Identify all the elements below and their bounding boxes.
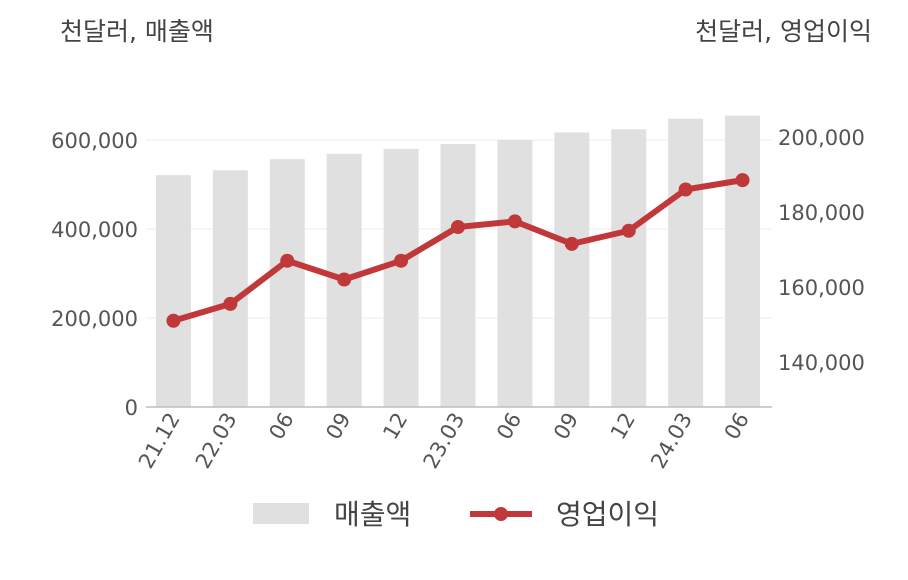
left-tick-label: 600,000	[51, 129, 138, 153]
x-tick-label: 24.03	[646, 409, 697, 473]
bar-매출액	[668, 118, 704, 407]
bar-매출액	[611, 129, 647, 407]
legend-label-bar: 매출액	[334, 498, 411, 531]
x-tick-label: 21.12	[134, 409, 185, 473]
right-axis-unit: 천달러, 영업이익	[695, 17, 872, 46]
x-tick-label: 23.03	[418, 409, 469, 473]
left-tick-label: 400,000	[51, 218, 138, 242]
line-point	[337, 272, 352, 287]
bar-매출액	[155, 175, 191, 407]
right-tick-label: 180,000	[778, 201, 865, 225]
line-point	[394, 253, 409, 268]
x-tick-label: 06	[720, 409, 754, 444]
x-tick-label: 09	[549, 409, 583, 444]
x-tick-label: 06	[492, 409, 526, 444]
line-point	[621, 223, 636, 238]
x-tick-label: 22.03	[191, 409, 242, 473]
bar-매출액	[383, 148, 419, 407]
line-point	[166, 313, 181, 328]
legend-swatch-point	[494, 507, 508, 521]
left-axis-unit: 천달러, 매출액	[60, 17, 214, 46]
x-tick-label: 12	[606, 409, 640, 444]
line-point	[223, 296, 238, 311]
bar-매출액	[725, 115, 761, 408]
x-tick-label: 09	[321, 409, 355, 444]
line-point	[507, 214, 522, 229]
line-point	[564, 236, 579, 251]
left-tick-label: 200,000	[51, 307, 138, 331]
legend-swatch-bar	[253, 503, 309, 524]
line-point	[735, 173, 750, 188]
legend-label-line: 영업이익	[556, 498, 659, 531]
bar-매출액	[269, 159, 305, 407]
bar-매출액	[497, 140, 533, 407]
bar-매출액	[212, 170, 248, 407]
left-tick-label: 0	[125, 396, 138, 420]
line-point	[451, 220, 465, 234]
right-tick-label: 140,000	[778, 351, 865, 375]
bar-매출액	[554, 132, 590, 407]
x-tick-label: 12	[378, 409, 412, 444]
line-point	[280, 253, 295, 268]
right-tick-label: 160,000	[778, 276, 865, 300]
bar-매출액	[440, 144, 476, 407]
x-tick-label: 06	[264, 409, 298, 444]
line-point	[678, 182, 693, 197]
right-tick-label: 200,000	[778, 126, 865, 150]
